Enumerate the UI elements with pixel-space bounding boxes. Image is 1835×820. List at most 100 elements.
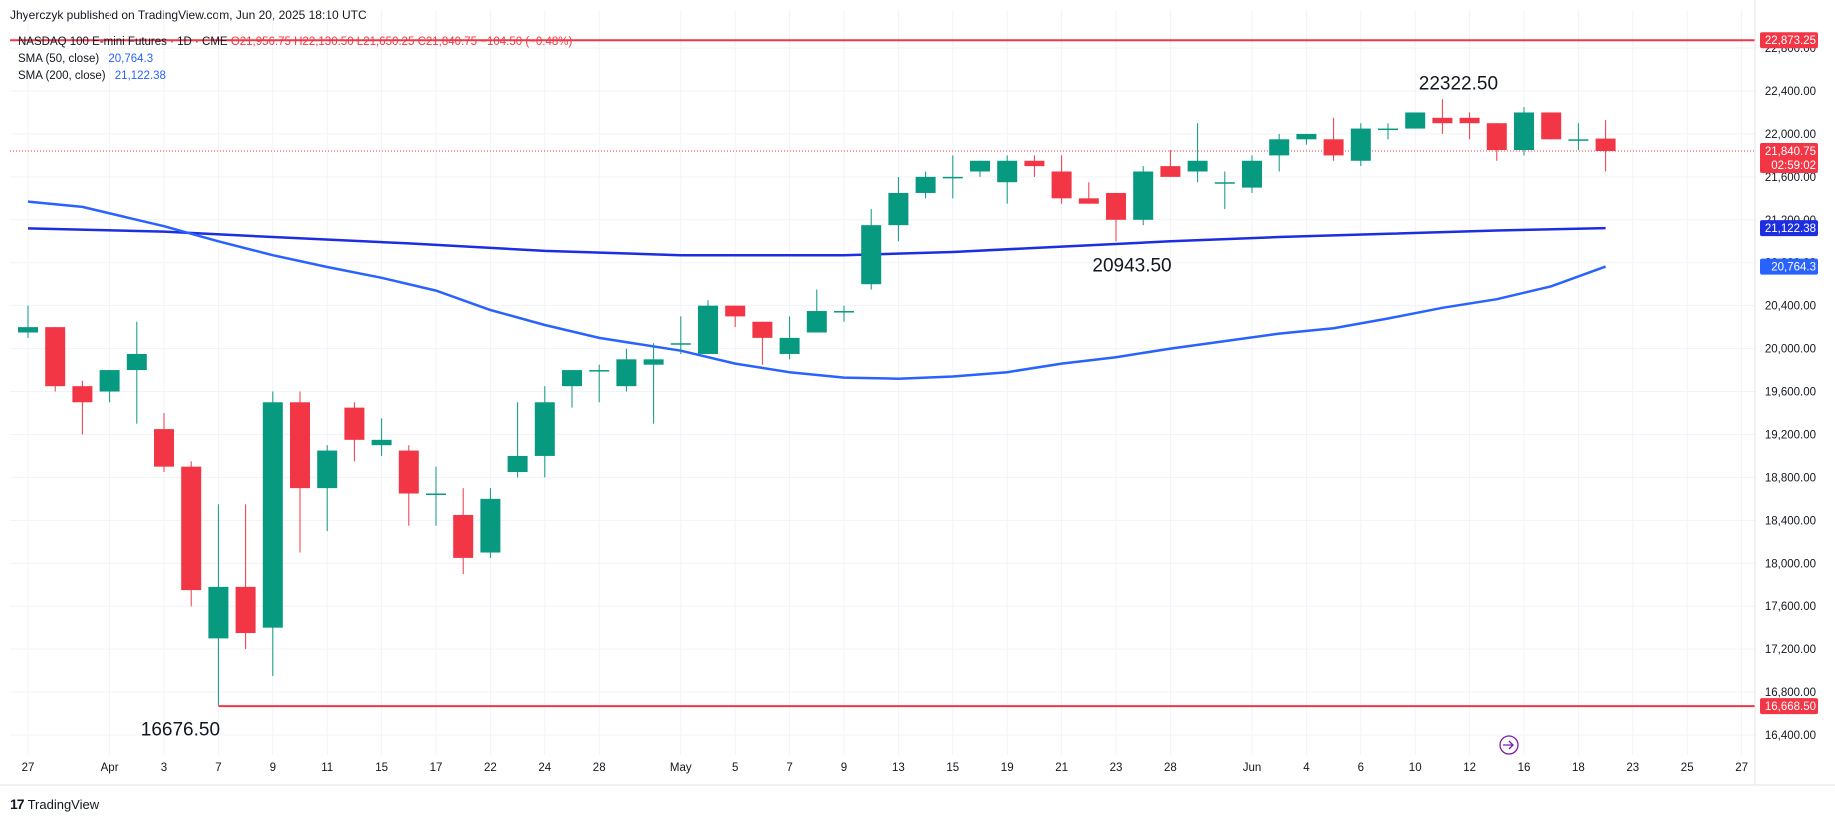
candle-body xyxy=(371,439,392,446)
candle xyxy=(1160,150,1181,177)
candle xyxy=(208,504,229,706)
candle xyxy=(317,445,338,532)
candle xyxy=(1214,171,1235,210)
legend-instrument-row: NASDAQ 100 E-mini Futures · 1D · CME O21… xyxy=(18,34,572,51)
x-tick-label: 25 xyxy=(1681,762,1694,774)
candle-body xyxy=(589,370,610,372)
price-tag: 21,840.75 02:59:02 xyxy=(1760,143,1818,174)
candle xyxy=(344,402,365,462)
candle xyxy=(154,413,174,473)
candle xyxy=(181,461,202,607)
candle xyxy=(1106,192,1126,242)
candle-body xyxy=(562,370,582,387)
price-tag-box xyxy=(1760,698,1818,715)
candle xyxy=(1378,123,1398,140)
candle xyxy=(670,316,691,354)
x-tick-label: 12 xyxy=(1463,762,1476,774)
y-tick-label: 22,400.00 xyxy=(1765,86,1816,98)
x-tick-label: 23 xyxy=(1626,762,1639,774)
y-tick-label: 22,000.00 xyxy=(1765,129,1816,141)
y-tick-label: 19,200.00 xyxy=(1765,429,1816,441)
candle xyxy=(1486,123,1507,161)
candle xyxy=(1405,112,1426,129)
price-tag: 16,668.50 xyxy=(1760,698,1818,715)
x-tick-label: 9 xyxy=(270,762,276,774)
candle-body xyxy=(888,192,909,226)
candle xyxy=(18,305,38,338)
candle xyxy=(480,488,501,558)
x-tick-label: 21 xyxy=(1055,762,1068,774)
sma-layer xyxy=(27,200,1607,380)
y-tick-label: 18,000.00 xyxy=(1765,558,1816,570)
candle-body xyxy=(1051,171,1072,199)
candle-body xyxy=(480,498,501,553)
y-tick-label: 16,400.00 xyxy=(1765,730,1816,742)
candle-body xyxy=(398,450,419,494)
sma50-line xyxy=(27,200,1607,380)
candle xyxy=(1432,99,1453,134)
candle xyxy=(1024,155,1045,177)
candle xyxy=(1051,155,1072,204)
ohlc-change: −104.50 (−0.48%) xyxy=(480,36,573,48)
x-tick-label: 4 xyxy=(1303,762,1310,774)
candle-body xyxy=(1350,128,1371,161)
sma50-label: SMA (50, close) xyxy=(18,53,100,65)
candle-body xyxy=(290,402,310,489)
candle-body xyxy=(1242,160,1262,188)
x-tick-label: 18 xyxy=(1572,762,1585,774)
x-tick-label: 7 xyxy=(786,762,792,774)
candle-body xyxy=(1486,123,1507,151)
candle xyxy=(806,289,827,333)
x-tick-label: 24 xyxy=(538,762,551,774)
candle-body xyxy=(643,359,664,365)
candle-body xyxy=(1187,160,1208,172)
candle-body xyxy=(507,455,528,473)
candle xyxy=(1323,117,1344,161)
candle xyxy=(589,364,610,403)
candle-body xyxy=(1133,171,1154,220)
candle-body xyxy=(1078,198,1099,204)
time-axis[interactable]: 27 Apr 3 7 9 11 15 17 22 24 28 May 5 7 9 13 15 19 21 23 28 Ju… xyxy=(22,762,1748,774)
x-tick-label: 28 xyxy=(593,762,606,774)
publish-info: Jhyerczyk published on TradingView.com, … xyxy=(10,8,367,22)
x-tick-label: 9 xyxy=(841,762,847,774)
price-tag: 21,122.38 xyxy=(1760,220,1818,237)
candle xyxy=(1078,182,1099,204)
goto-realtime-icon[interactable] xyxy=(1499,735,1519,755)
candle xyxy=(915,171,936,199)
footer-branding: 17 TradingView xyxy=(10,796,99,812)
annotation-layer: 22322.50 20943.50 16676.50 xyxy=(141,73,1498,740)
x-tick-label: 27 xyxy=(1735,762,1748,774)
ohlc-high: H22,130.50 xyxy=(294,36,354,48)
candle xyxy=(970,160,990,177)
candle-body xyxy=(45,327,66,387)
candle-body xyxy=(861,225,882,285)
y-tick-label: 18,400.00 xyxy=(1765,515,1816,527)
candle xyxy=(1514,107,1534,156)
candle-body xyxy=(99,370,120,392)
candles-layer xyxy=(18,99,1616,706)
sma200-value: 21,122.38 xyxy=(114,70,166,82)
price-annotation: 20943.50 xyxy=(1092,255,1171,276)
x-tick-label: 23 xyxy=(1110,762,1123,774)
candle-body xyxy=(262,402,283,628)
candle xyxy=(1296,133,1317,145)
price-tag-box xyxy=(1760,32,1818,49)
candle xyxy=(779,316,800,360)
legend-sma200-row[interactable]: SMA (200, close) 21,122.38 xyxy=(18,68,572,85)
candle xyxy=(534,386,555,478)
candle-body xyxy=(154,429,174,467)
candle xyxy=(643,343,664,424)
legend-sma50-row[interactable]: SMA (50, close) 20,764.3 xyxy=(18,51,572,68)
candle-body xyxy=(915,176,936,193)
ohlc-open: O21,956.75 xyxy=(230,36,291,48)
candle-body xyxy=(426,493,446,495)
candle-body xyxy=(453,514,474,558)
candle-body xyxy=(779,337,800,354)
price-tag-label: 20,764.3 xyxy=(1771,262,1816,274)
candle-body xyxy=(317,450,338,489)
candle xyxy=(45,327,66,392)
x-tick-label: 13 xyxy=(892,762,905,774)
x-tick-label: 3 xyxy=(161,762,167,774)
